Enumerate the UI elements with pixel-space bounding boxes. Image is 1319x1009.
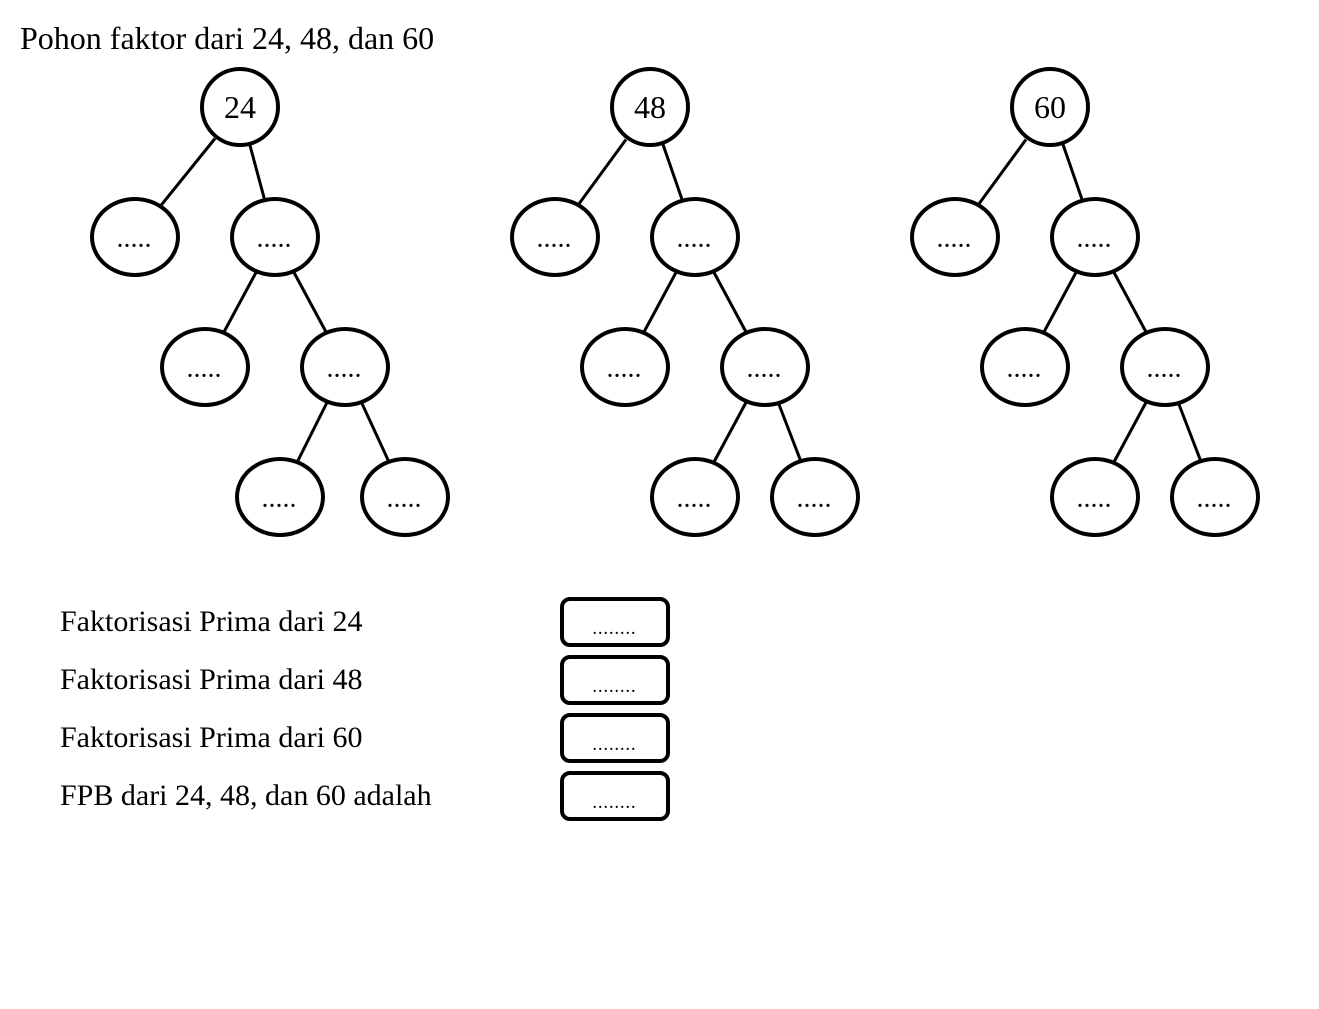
tree-empty-node: ..... [580, 327, 670, 407]
result-row: Faktorisasi Prima dari 48 ........ [60, 655, 1299, 705]
tree-empty-node: ..... [90, 197, 180, 277]
node-placeholder: ..... [1078, 491, 1113, 511]
tree-empty-node: ..... [1120, 327, 1210, 407]
box-placeholder: ........ [593, 797, 637, 813]
tree-edge [577, 138, 627, 205]
tree-empty-node: ..... [770, 457, 860, 537]
node-placeholder: ..... [1078, 231, 1113, 251]
tree-edge [778, 404, 802, 460]
tree-edge [643, 272, 678, 333]
node-placeholder: ..... [118, 231, 153, 251]
page-title: Pohon faktor dari 24, 48, dan 60 [20, 20, 1299, 57]
node-placeholder: ..... [1008, 361, 1043, 381]
node-placeholder: ..... [938, 231, 973, 251]
result-label: Faktorisasi Prima dari 48 [60, 663, 560, 697]
tree-empty-node: ..... [235, 457, 325, 537]
tree-edge [1178, 404, 1202, 460]
tree-48: 48.............................. [480, 67, 840, 567]
tree-edge [977, 138, 1027, 205]
node-placeholder: ..... [678, 491, 713, 511]
node-placeholder: ..... [748, 361, 783, 381]
tree-empty-node: ..... [650, 457, 740, 537]
result-box: ........ [560, 597, 670, 647]
tree-empty-node: ..... [980, 327, 1070, 407]
tree-empty-node: ..... [300, 327, 390, 407]
node-placeholder: ..... [1148, 361, 1183, 381]
tree-edge [713, 272, 748, 333]
result-row: Faktorisasi Prima dari 60 ........ [60, 713, 1299, 763]
node-placeholder: ..... [328, 361, 363, 381]
tree-edge [159, 137, 216, 207]
tree-root-node: 60 [1010, 67, 1090, 147]
tree-empty-node: ..... [230, 197, 320, 277]
node-placeholder: ..... [1198, 491, 1233, 511]
tree-empty-node: ..... [1170, 457, 1260, 537]
tree-edge [223, 272, 258, 333]
tree-edge [713, 402, 748, 463]
tree-root-node: 48 [610, 67, 690, 147]
node-placeholder: ..... [188, 361, 223, 381]
result-row: FPB dari 24, 48, dan 60 adalah ........ [60, 771, 1299, 821]
node-placeholder: ..... [678, 231, 713, 251]
node-placeholder: ..... [798, 491, 833, 511]
tree-edge [249, 145, 266, 199]
tree-edge [360, 403, 389, 462]
result-row: Faktorisasi Prima dari 24 ........ [60, 597, 1299, 647]
tree-60: 60.............................. [880, 67, 1240, 567]
node-placeholder: ..... [538, 231, 573, 251]
node-placeholder: ..... [608, 361, 643, 381]
tree-root-node: 24 [200, 67, 280, 147]
tree-empty-node: ..... [510, 197, 600, 277]
tree-empty-node: ..... [910, 197, 1000, 277]
tree-edge [662, 144, 684, 199]
trees-container: 24.............................. 48.....… [20, 67, 1299, 567]
result-label: FPB dari 24, 48, dan 60 adalah [60, 779, 560, 813]
tree-edge [1043, 272, 1078, 333]
node-placeholder: ..... [258, 231, 293, 251]
tree-edge [293, 272, 328, 333]
tree-empty-node: ..... [720, 327, 810, 407]
tree-edge [297, 402, 329, 462]
tree-empty-node: ..... [1050, 457, 1140, 537]
tree-empty-node: ..... [160, 327, 250, 407]
tree-24: 24.............................. [80, 67, 440, 567]
result-label: Faktorisasi Prima dari 24 [60, 605, 560, 639]
results-section: Faktorisasi Prima dari 24 ........ Fakto… [20, 597, 1299, 821]
tree-empty-node: ..... [650, 197, 740, 277]
box-placeholder: ........ [593, 681, 637, 697]
node-placeholder: ..... [263, 491, 298, 511]
box-placeholder: ........ [593, 623, 637, 639]
tree-edge [1113, 272, 1148, 333]
result-box: ........ [560, 713, 670, 763]
result-box: ........ [560, 655, 670, 705]
tree-edge [1113, 402, 1148, 463]
tree-empty-node: ..... [360, 457, 450, 537]
tree-empty-node: ..... [1050, 197, 1140, 277]
result-label: Faktorisasi Prima dari 60 [60, 721, 560, 755]
box-placeholder: ........ [593, 739, 637, 755]
node-placeholder: ..... [388, 491, 423, 511]
result-box: ........ [560, 771, 670, 821]
tree-edge [1062, 144, 1084, 199]
